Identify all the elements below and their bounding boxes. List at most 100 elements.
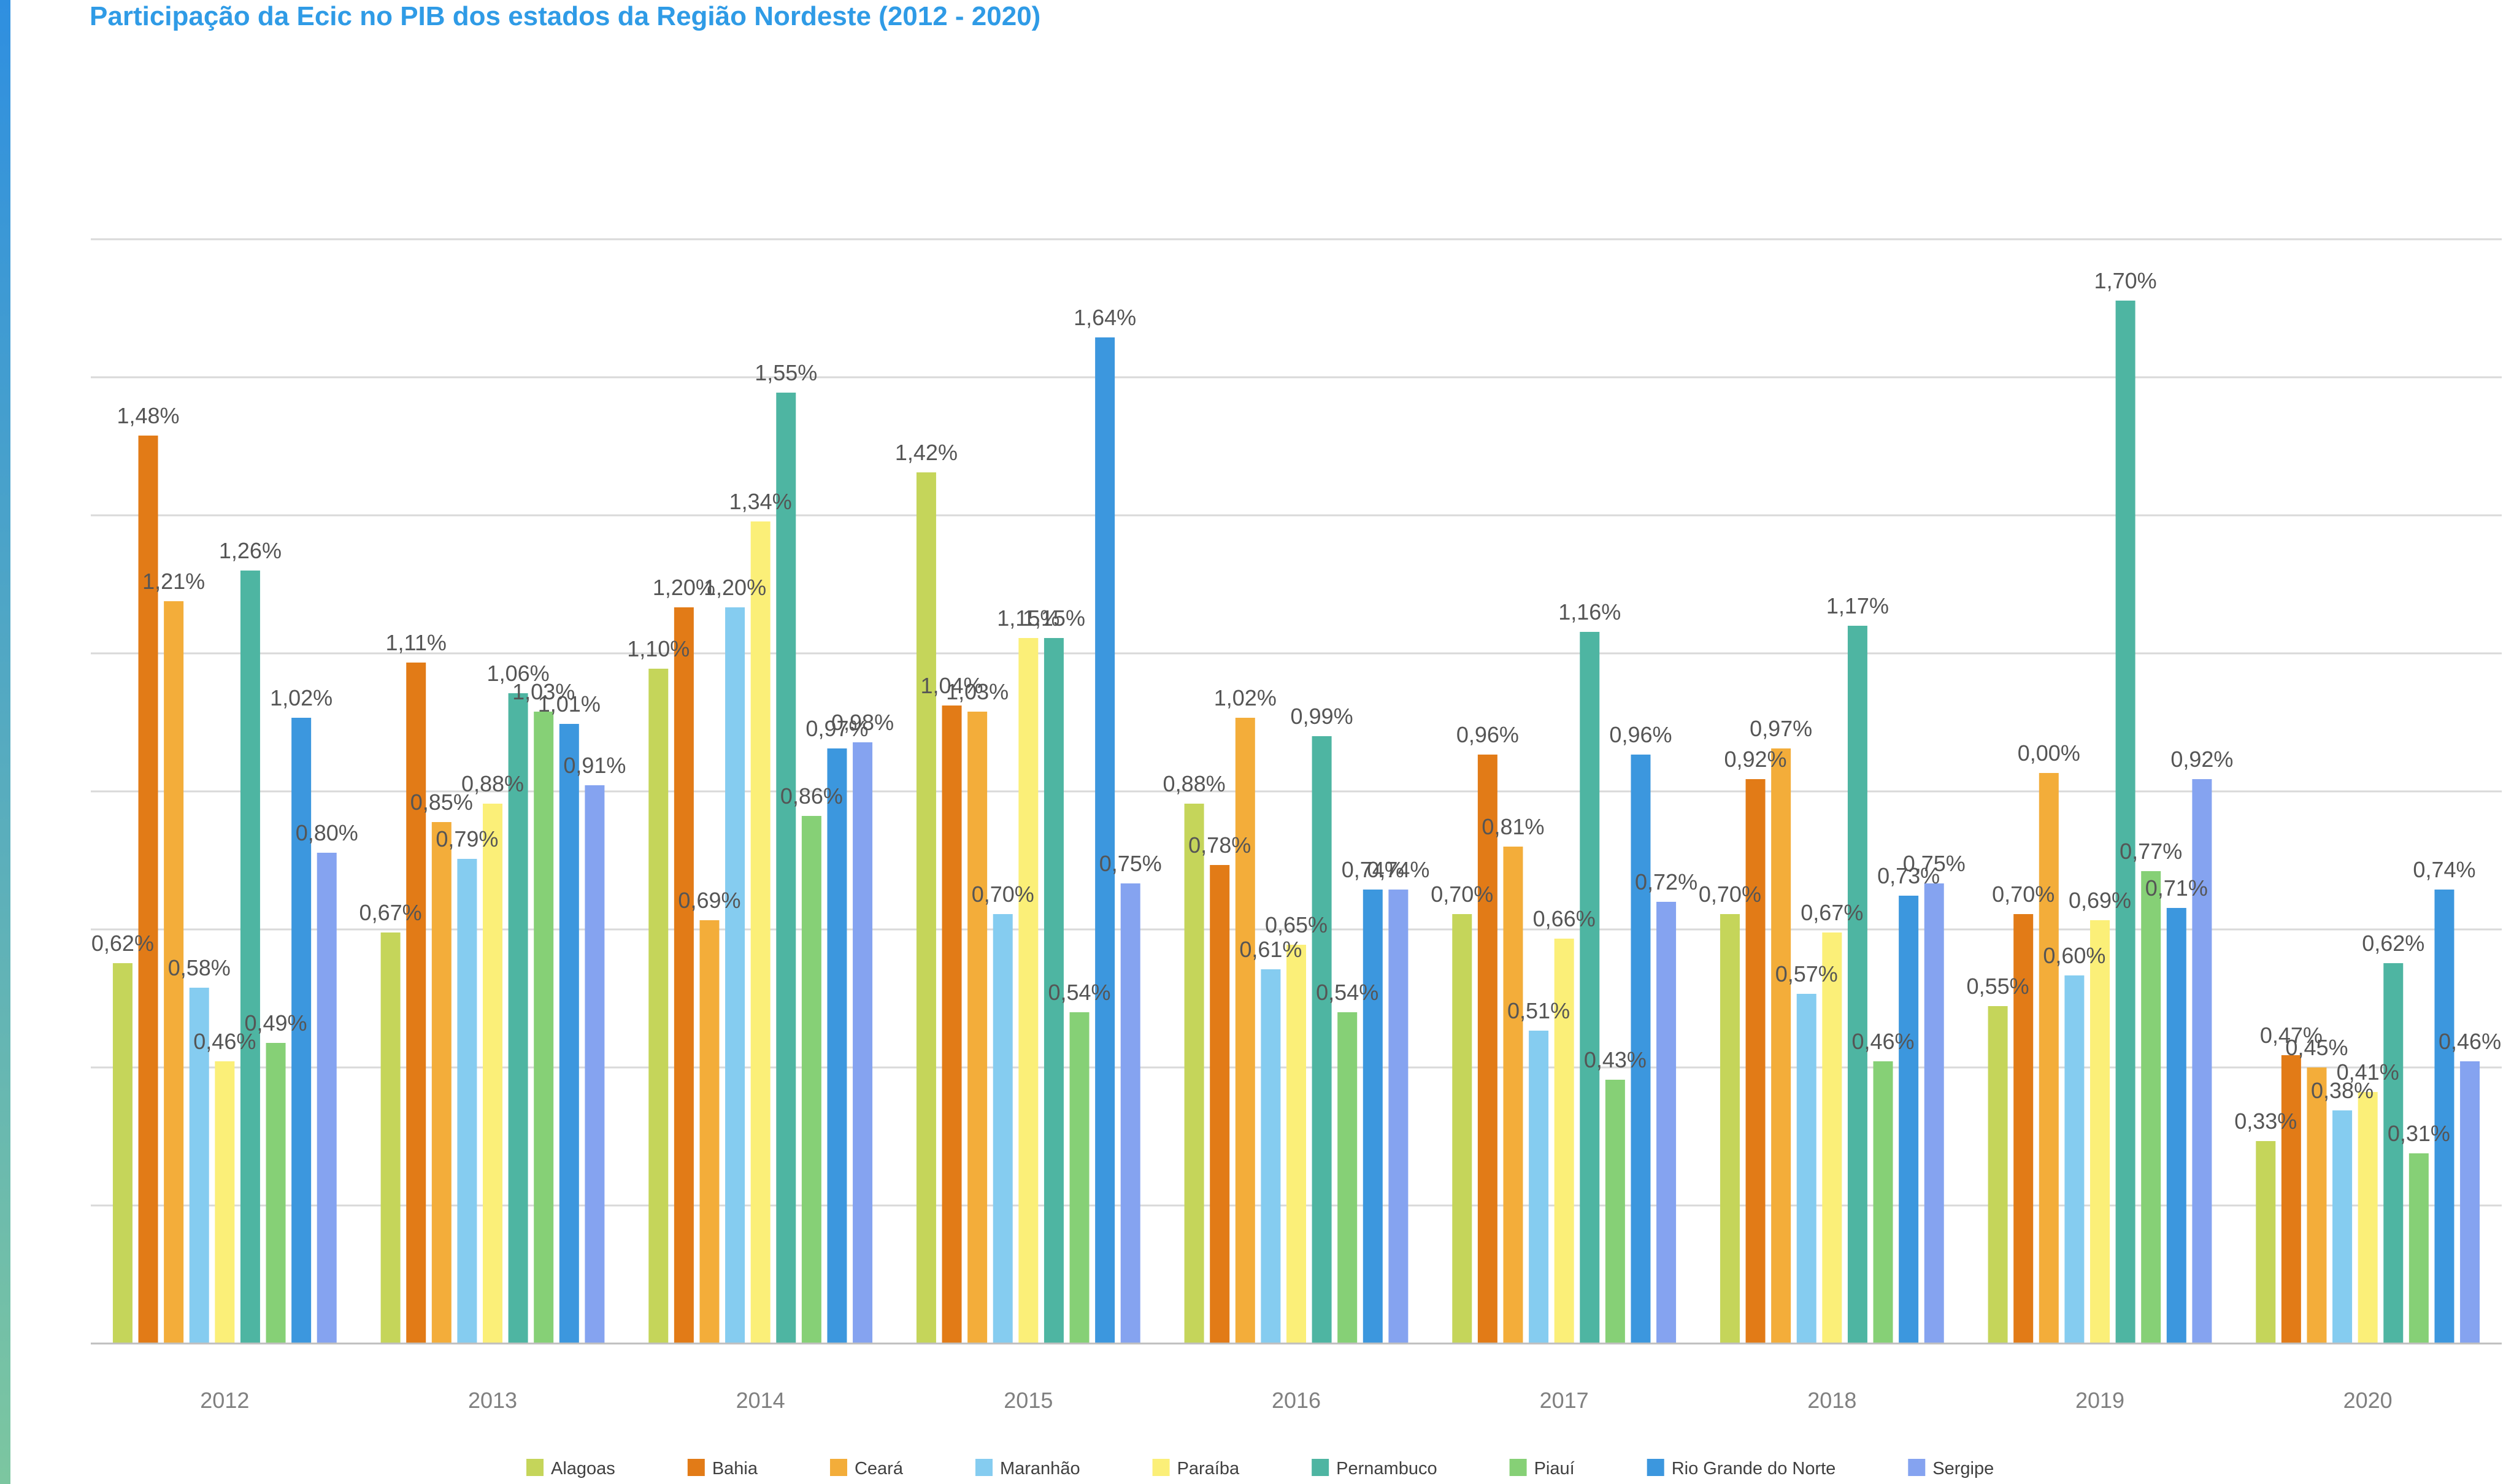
x-tick-label-2019: 2019 (2075, 1388, 2124, 1413)
value-label-pernambuco-2015: 1,15% (1023, 606, 1085, 631)
bar-paraiba-2020 (2358, 1092, 2378, 1344)
x-tick-label-2017: 2017 (1540, 1388, 1589, 1413)
value-label-piaui-2015: 0,54% (1048, 980, 1110, 1005)
value-label-maranhao-2013: 0,79% (436, 826, 498, 852)
value-label-maranhao-2019: 0,60% (2043, 943, 2105, 968)
legend-swatch-sergipe (1908, 1459, 1926, 1476)
value-label-bahia-2016: 0,78% (1188, 832, 1251, 858)
bar-ceara-2019 (2039, 773, 2059, 1344)
bar-paraiba-2019 (2090, 920, 2110, 1344)
value-label-bahia-2017: 0,96% (1456, 722, 1519, 747)
bar-rio-grande-do-norte-2019 (2166, 908, 2186, 1344)
value-label-ceara-2015: 1,03% (946, 679, 1009, 704)
legend-swatch-bahia (687, 1459, 705, 1476)
legend-label-sergipe: Sergipe (1932, 1459, 1994, 1478)
bar-paraiba-2017 (1554, 939, 1574, 1344)
value-label-bahia-2012: 1,48% (117, 403, 179, 428)
bar-ceara-2012 (164, 601, 184, 1344)
value-label-alagoas-2020: 0,33% (2234, 1109, 2297, 1134)
legend-swatch-paraiba (1152, 1459, 1170, 1476)
value-label-rio-grande-do-norte-2014: 0,97% (805, 716, 868, 741)
bar-bahia-2015 (942, 705, 962, 1344)
bar-pernambuco-2020 (2383, 963, 2404, 1344)
value-label-alagoas-2017: 0,70% (1431, 882, 1493, 907)
value-label-paraiba-2019: 0,69% (2069, 888, 2131, 913)
bar-rio-grande-do-norte-2016 (1363, 890, 1383, 1344)
legend-label-piaui: Piauí (1534, 1459, 1575, 1478)
bar-maranhao-2012 (189, 988, 209, 1344)
bar-rio-grande-do-norte-2012 (291, 718, 312, 1344)
bar-paraiba-2012 (215, 1061, 235, 1344)
bar-pernambuco-2012 (240, 571, 260, 1344)
bar-alagoas-2017 (1452, 914, 1472, 1344)
bar-paraiba-2016 (1286, 945, 1306, 1344)
value-label-ceara-2018: 0,97% (1750, 716, 1812, 741)
bar-piaui-2019 (2141, 871, 2161, 1344)
bar-paraiba-2018 (1822, 932, 1842, 1344)
value-label-piaui-2013: 1,03% (512, 679, 575, 704)
value-label-paraiba-2017: 0,66% (1533, 906, 1596, 931)
bar-sergipe-2019 (2192, 779, 2212, 1344)
value-label-paraiba-2018: 0,67% (1801, 900, 1863, 925)
value-label-rio-grande-do-norte-2015: 1,64% (1074, 305, 1136, 330)
legend-label-rio-grande-do-norte: Rio Grande do Norte (1672, 1459, 1836, 1478)
value-label-alagoas-2012: 0,62% (91, 931, 154, 956)
bar-piaui-2017 (1605, 1080, 1625, 1344)
bar-piaui-2014 (801, 816, 821, 1344)
bar-ceara-2018 (1771, 748, 1791, 1344)
bar-sergipe-2016 (1388, 890, 1409, 1344)
bar-piaui-2013 (534, 712, 554, 1344)
legend-label-alagoas: Alagoas (551, 1459, 615, 1478)
value-label-maranhao-2018: 0,57% (1775, 961, 1838, 986)
value-label-piaui-2020: 0,31% (2388, 1121, 2450, 1146)
bar-bahia-2013 (406, 663, 426, 1344)
bar-alagoas-2014 (648, 669, 669, 1344)
bar-bahia-2018 (1745, 779, 1766, 1344)
value-label-maranhao-2016: 0,61% (1239, 937, 1302, 962)
value-label-pernambuco-2016: 0,99% (1291, 704, 1353, 729)
legend-label-pernambuco: Pernambuco (1336, 1459, 1437, 1478)
bar-rio-grande-do-norte-2018 (1899, 896, 1919, 1344)
legend-swatch-pernambuco (1312, 1459, 1329, 1476)
value-label-maranhao-2017: 0,51% (1507, 998, 1570, 1023)
legend-swatch-ceara (829, 1459, 847, 1476)
bar-paraiba-2014 (750, 521, 771, 1344)
value-label-piaui-2014: 0,86% (780, 783, 843, 809)
chart-title: Participação da Ecic no PIB dos estados … (90, 1, 1041, 31)
value-label-piaui-2018: 0,46% (1851, 1029, 1914, 1054)
value-label-paraiba-2015: 1,15% (997, 606, 1059, 631)
bar-piaui-2015 (1069, 1012, 1090, 1344)
bar-alagoas-2015 (916, 472, 936, 1344)
bar-rio-grande-do-norte-2017 (1631, 755, 1651, 1344)
bar-sergipe-2013 (585, 785, 605, 1344)
value-label-maranhao-2020: 0,38% (2311, 1078, 2374, 1103)
bar-maranhao-2014 (725, 607, 745, 1344)
legend-swatch-alagoas (526, 1459, 544, 1476)
x-tick-label-2012: 2012 (200, 1388, 249, 1413)
value-label-rio-grande-do-norte-2013: 1,01% (538, 691, 601, 717)
value-label-piaui-2017: 0,43% (1584, 1047, 1647, 1072)
legend-label-paraiba: Paraíba (1177, 1459, 1240, 1478)
bar-piaui-2018 (1873, 1061, 1893, 1344)
x-tick-label-2015: 2015 (1004, 1388, 1053, 1413)
value-label-rio-grande-do-norte-2019: 0,71% (2145, 875, 2208, 901)
x-tick-label-2018: 2018 (1807, 1388, 1856, 1413)
value-label-alagoas-2015: 1,42% (895, 440, 958, 465)
value-label-sergipe-2012: 0,80% (296, 820, 358, 845)
bar-ceara-2014 (699, 920, 720, 1344)
bar-maranhao-2017 (1529, 1031, 1549, 1344)
bars (112, 301, 2480, 1344)
value-label-maranhao-2014: 1,20% (704, 575, 766, 600)
value-label-rio-grande-do-norte-2016: 0,74% (1342, 857, 1404, 882)
bar-pernambuco-2013 (508, 693, 528, 1344)
value-label-ceara-2017: 0,81% (1482, 814, 1544, 839)
bar-sergipe-2014 (853, 742, 873, 1344)
bar-piaui-2016 (1337, 1012, 1358, 1344)
value-label-rio-grande-do-norte-2020: 0,74% (2413, 857, 2475, 882)
value-label-ceara-2020: 0,45% (2285, 1035, 2348, 1060)
value-label-pernambuco-2012: 1,26% (219, 538, 282, 563)
bar-alagoas-2012 (112, 963, 133, 1344)
value-label-paraiba-2012: 0,46% (193, 1029, 256, 1054)
value-label-bahia-2018: 0,92% (1724, 747, 1786, 772)
